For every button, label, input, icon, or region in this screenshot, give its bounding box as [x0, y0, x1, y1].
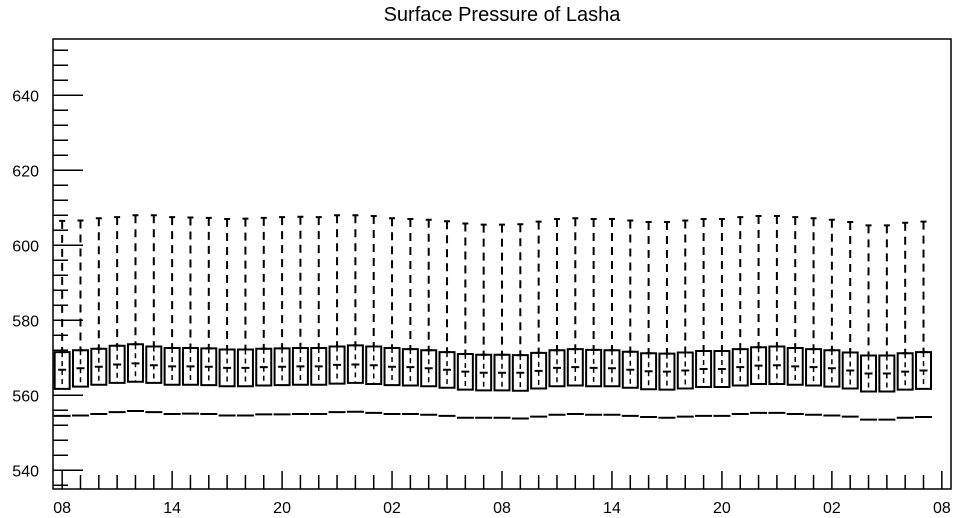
box: [200, 216, 218, 415]
box: [511, 223, 529, 420]
box: [860, 224, 878, 421]
box: [548, 218, 566, 416]
box: [823, 218, 841, 417]
y-tick-label: 580: [12, 313, 39, 330]
x-axis: 08 14 20 02 08 14 20 02 08: [53, 471, 951, 517]
box: [695, 218, 713, 417]
box: [365, 215, 383, 414]
box: [731, 216, 749, 415]
box: [713, 218, 731, 417]
y-tick-label: 560: [12, 388, 39, 405]
box: [438, 220, 456, 417]
chart-title: Surface Pressure of Lasha: [383, 4, 621, 26]
y-tick-label: 640: [12, 88, 39, 105]
box: [163, 216, 181, 415]
box: [255, 216, 273, 416]
x-tick-label: 20: [713, 500, 731, 517]
box: [383, 217, 401, 415]
box: [658, 221, 676, 419]
x-tick-label: 14: [163, 500, 181, 517]
box: [566, 217, 584, 415]
box: [621, 219, 639, 417]
box: [328, 214, 346, 414]
y-tick-label: 600: [12, 238, 39, 255]
box-series: [53, 214, 933, 421]
box: [346, 214, 364, 413]
box: [585, 218, 603, 416]
box: [401, 218, 419, 415]
box: [456, 222, 474, 419]
box: [805, 217, 823, 416]
x-tick-label: 02: [383, 500, 401, 517]
box: [218, 218, 236, 417]
box: [530, 220, 548, 418]
box: [71, 219, 89, 417]
box: [676, 219, 694, 418]
y-tick-label: 620: [12, 163, 39, 180]
box: [126, 214, 144, 412]
box: [181, 216, 199, 415]
plot-frame: [52, 38, 952, 490]
x-tick-label: 08: [493, 500, 511, 517]
box: [310, 216, 328, 415]
box: [145, 214, 163, 414]
box: [878, 224, 896, 421]
box: [768, 215, 786, 414]
x-tick-label: 02: [823, 500, 841, 517]
box: [915, 220, 933, 418]
box: [475, 223, 493, 419]
y-axis: 540 560 580 600 620 640: [12, 49, 83, 486]
x-tick-label: 08: [53, 500, 71, 517]
box: [53, 219, 71, 417]
box: [273, 216, 291, 416]
x-tick-label: 20: [273, 500, 291, 517]
box: [786, 216, 804, 415]
box: [291, 215, 309, 415]
box: [90, 217, 108, 415]
box: [750, 215, 768, 414]
box: [603, 218, 621, 416]
x-tick-label: 14: [603, 500, 621, 517]
box: [108, 216, 126, 414]
box: [420, 218, 438, 416]
box: [640, 221, 658, 418]
box: [236, 217, 254, 417]
y-tick-label: 540: [12, 463, 39, 480]
box: [493, 223, 511, 419]
x-tick-label: 08: [933, 500, 951, 517]
box: [896, 221, 914, 419]
box: [841, 221, 859, 418]
